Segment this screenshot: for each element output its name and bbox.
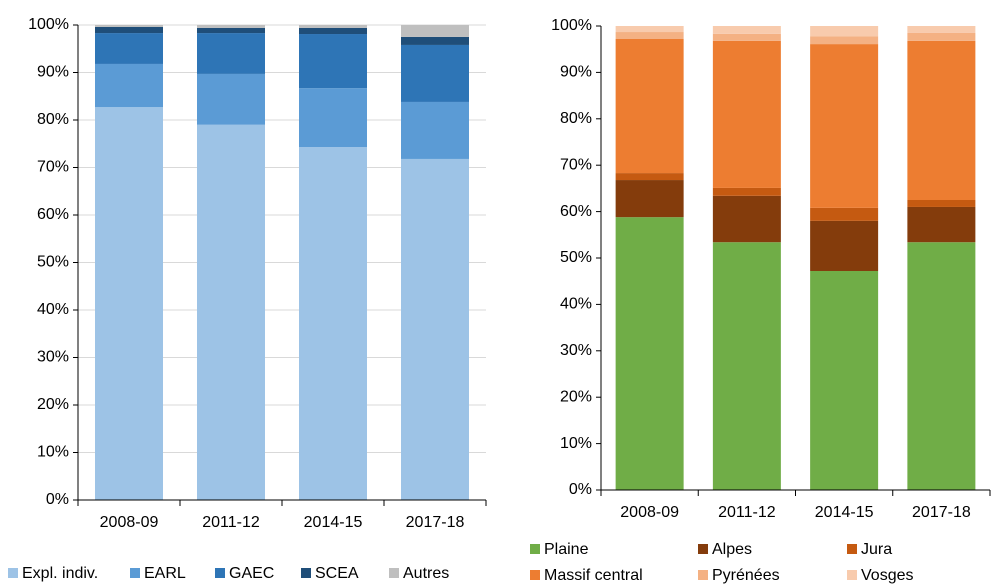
bar-segment (95, 63, 163, 108)
y-tick-label: 80% (37, 111, 69, 128)
bar-segment (299, 25, 367, 28)
y-tick-label: 50% (560, 249, 592, 266)
y-tick-label: 80% (560, 110, 592, 127)
bar-segment (712, 187, 781, 196)
bar-segment (95, 33, 163, 64)
bar-segment (197, 33, 265, 74)
x-tick-label: 2014-15 (815, 504, 874, 521)
bar-segment (810, 220, 879, 271)
bar-segment (615, 173, 684, 181)
y-tick-label: 70% (560, 156, 592, 173)
legend-label: Expl. indiv. (22, 565, 98, 582)
bar-segment (810, 207, 879, 221)
y-tick-label: 60% (560, 203, 592, 220)
legend-swatch (530, 570, 540, 580)
legend-label: Pyrénées (712, 567, 780, 584)
bar-segment (615, 38, 684, 174)
legend-label: Jura (861, 541, 892, 558)
bar-segment (615, 26, 684, 33)
legend-swatch (389, 568, 399, 578)
x-tick-label: 2008-09 (100, 514, 159, 531)
bar-segment (907, 26, 976, 33)
legend-swatch (215, 568, 225, 578)
y-tick-label: 90% (37, 64, 69, 81)
bar-segment (615, 217, 684, 490)
legend-label: Plaine (544, 541, 589, 558)
x-tick-label: 2011-12 (202, 514, 260, 531)
y-tick-label: 30% (560, 342, 592, 359)
y-tick-label: 10% (560, 435, 592, 452)
x-tick-label: 2008-09 (620, 504, 679, 521)
bar-segment (907, 200, 976, 207)
x-tick-label: 2017-18 (912, 504, 971, 521)
legend-label: SCEA (315, 565, 359, 582)
y-tick-label: 0% (569, 481, 592, 498)
legend-swatch (847, 570, 857, 580)
bar-segment (907, 242, 976, 490)
bar-segment (712, 26, 781, 34)
bar-segment (810, 270, 879, 490)
legend-swatch (847, 544, 857, 554)
legend-swatch (698, 544, 708, 554)
bar-segment (197, 73, 265, 125)
bar-segment (712, 242, 781, 490)
y-tick-label: 20% (37, 396, 69, 413)
bar-segment (810, 36, 879, 45)
legend-label: GAEC (229, 565, 274, 582)
bar-segment (299, 34, 367, 89)
bar-segment (810, 26, 879, 37)
legend-swatch (698, 570, 708, 580)
legend-label: EARL (144, 565, 186, 582)
legend-swatch (8, 568, 18, 578)
bar-segment (401, 44, 469, 102)
y-tick-label: 100% (28, 16, 69, 33)
bar-segment (299, 147, 367, 500)
bar-segment (907, 40, 976, 201)
y-tick-label: 100% (551, 17, 592, 34)
bar-segment (712, 195, 781, 243)
bar-segment (95, 107, 163, 501)
bar-segment (401, 158, 469, 500)
legend-label: Autres (403, 565, 449, 582)
y-tick-label: 40% (37, 301, 69, 318)
legend-swatch (301, 568, 311, 578)
bar-segment (401, 36, 469, 45)
y-tick-label: 60% (37, 206, 69, 223)
bar-segment (401, 25, 469, 37)
bar-segment (810, 44, 879, 208)
bar-segment (401, 101, 469, 159)
bar-segment (712, 33, 781, 41)
y-tick-label: 0% (46, 491, 69, 508)
y-tick-label: 90% (560, 64, 592, 81)
y-tick-label: 30% (37, 349, 69, 366)
bar-segment (712, 40, 781, 188)
bar-segment (299, 88, 367, 148)
bar-segment (615, 180, 684, 218)
x-tick-label: 2011-12 (718, 504, 776, 521)
y-tick-label: 50% (37, 254, 69, 271)
y-tick-label: 40% (560, 296, 592, 313)
legend-label: Vosges (861, 567, 913, 584)
x-tick-label: 2017-18 (406, 514, 465, 531)
y-tick-label: 70% (37, 159, 69, 176)
y-tick-label: 10% (37, 444, 69, 461)
legend-swatch (130, 568, 140, 578)
bar-segment (615, 32, 684, 39)
bar-segment (907, 32, 976, 41)
bar-segment (95, 26, 163, 34)
x-tick-label: 2014-15 (304, 514, 363, 531)
bar-segment (95, 25, 163, 27)
bar-segment (197, 27, 265, 34)
bar-segment (907, 206, 976, 243)
legend-label: Alpes (712, 541, 752, 558)
legend-swatch (530, 544, 540, 554)
legend-label: Massif central (544, 567, 643, 584)
y-tick-label: 20% (560, 388, 592, 405)
bar-segment (197, 124, 265, 500)
bar-segment (197, 25, 265, 28)
bar-segment (299, 27, 367, 35)
